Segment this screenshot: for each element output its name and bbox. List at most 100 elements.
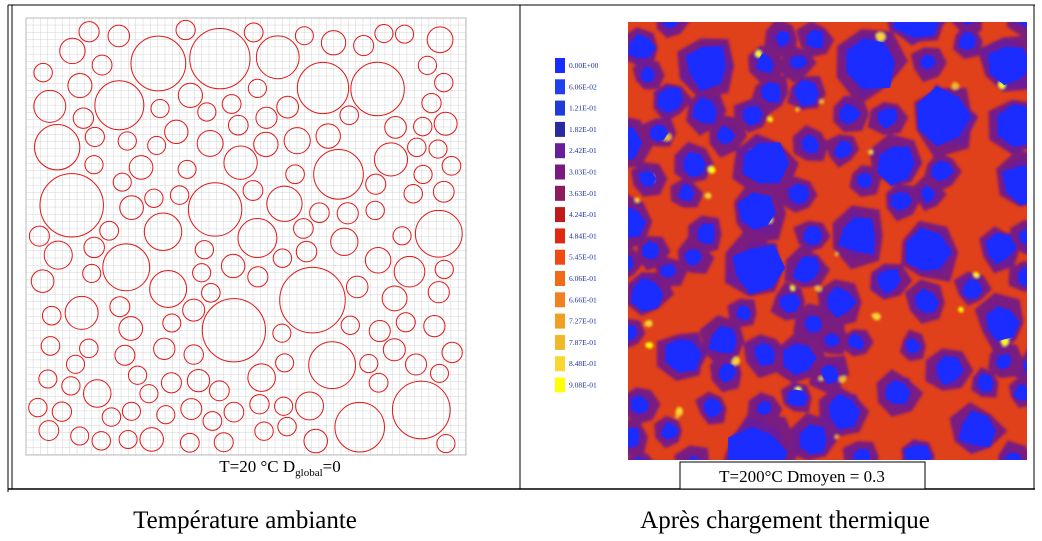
aggregate <box>99 220 120 241</box>
crack-spot <box>834 435 839 439</box>
intact-zone <box>905 337 921 354</box>
aggregate <box>179 432 200 453</box>
aggregate <box>130 35 187 92</box>
intact-zone <box>921 185 936 204</box>
caption-subscript: global <box>295 467 323 479</box>
intact-zone <box>742 142 789 184</box>
intact-zone <box>761 82 781 103</box>
aggregate <box>84 155 104 175</box>
intact-zone <box>800 424 827 455</box>
aggregate <box>436 434 456 454</box>
legend-swatch <box>555 143 565 159</box>
aggregate <box>156 405 176 425</box>
aggregate <box>427 281 450 304</box>
aggregate <box>414 209 463 258</box>
intact-zone <box>877 108 898 130</box>
aggregate <box>433 111 458 136</box>
aggregate <box>186 368 211 393</box>
aggregate <box>128 155 154 180</box>
aggregate <box>441 156 462 176</box>
aggregate <box>308 341 357 390</box>
aggregate <box>254 421 274 441</box>
intact-zone <box>1004 452 1022 460</box>
intact-zone <box>846 38 895 89</box>
aggregate <box>249 394 270 415</box>
aggregate <box>34 124 81 171</box>
intact-zone <box>885 380 911 404</box>
intact-zone <box>1013 384 1027 401</box>
intact-zone <box>1017 266 1027 287</box>
intact-zone <box>920 54 936 70</box>
aggregate <box>294 26 314 46</box>
intact-zone <box>756 53 774 73</box>
crack-spot <box>634 197 640 203</box>
aggregate <box>429 363 449 383</box>
legend-label: 4.24E-01 <box>569 210 597 219</box>
intact-zone <box>743 106 763 127</box>
aggregate <box>175 19 196 41</box>
intact-zone <box>852 449 871 460</box>
aggregate <box>121 401 142 421</box>
intact-zone <box>692 96 717 124</box>
aggregate <box>118 316 144 341</box>
crack-spot <box>644 320 653 327</box>
aggregate <box>315 123 341 149</box>
aggregate <box>247 78 267 98</box>
aggregate <box>38 369 58 389</box>
intact-zone <box>649 124 669 142</box>
aggregate <box>139 427 164 452</box>
aggregate <box>127 365 148 385</box>
intact-zone <box>794 79 820 106</box>
intact-zone <box>995 354 1011 370</box>
aggregate <box>295 240 318 263</box>
intact-zone <box>776 31 790 48</box>
intact-zone <box>848 333 864 350</box>
legend-swatch <box>555 100 565 116</box>
aggregate <box>67 73 93 99</box>
aggregate <box>39 173 104 238</box>
aggregate <box>423 314 446 338</box>
legend-swatch <box>555 185 565 201</box>
aggregate <box>177 82 203 108</box>
aggregate <box>64 295 99 330</box>
crack-spot <box>704 192 712 199</box>
aggregate <box>365 173 387 195</box>
aggregate <box>41 305 62 326</box>
aggregate <box>197 102 217 122</box>
intact-zone <box>641 66 655 83</box>
aggregate <box>279 266 346 334</box>
aggregate <box>426 26 454 54</box>
aggregate <box>91 431 111 451</box>
intact-zone <box>962 22 974 25</box>
aggregate <box>202 411 223 431</box>
intact-zone <box>997 104 1027 147</box>
aggregate <box>153 337 176 360</box>
left-caption: T=20 °C Dglobal=0 <box>219 457 340 479</box>
intact-zone <box>657 87 683 113</box>
intact-zone <box>689 455 699 460</box>
intact-zone <box>683 151 706 177</box>
aggregate <box>395 312 416 333</box>
aggregate <box>407 137 427 158</box>
legend-swatch <box>555 207 565 223</box>
aggregate <box>320 30 347 56</box>
aggregate <box>164 119 189 145</box>
intact-zone <box>792 256 820 283</box>
aggregate <box>102 243 151 292</box>
damage-zone <box>628 247 644 278</box>
aggregate <box>61 376 81 396</box>
aggregate <box>336 202 359 225</box>
intact-zone <box>893 22 939 38</box>
crack-spot <box>790 285 795 291</box>
aggregate <box>94 80 145 131</box>
intact-zone <box>876 146 915 186</box>
aggregate <box>432 180 455 203</box>
damage-map <box>628 22 1027 460</box>
aggregate <box>359 354 379 374</box>
legend-swatch <box>555 313 565 329</box>
intact-zone <box>663 22 679 29</box>
crack-spot <box>767 116 774 122</box>
aggregate <box>247 266 269 288</box>
crack-spot <box>834 251 839 257</box>
intact-zone <box>628 127 643 160</box>
